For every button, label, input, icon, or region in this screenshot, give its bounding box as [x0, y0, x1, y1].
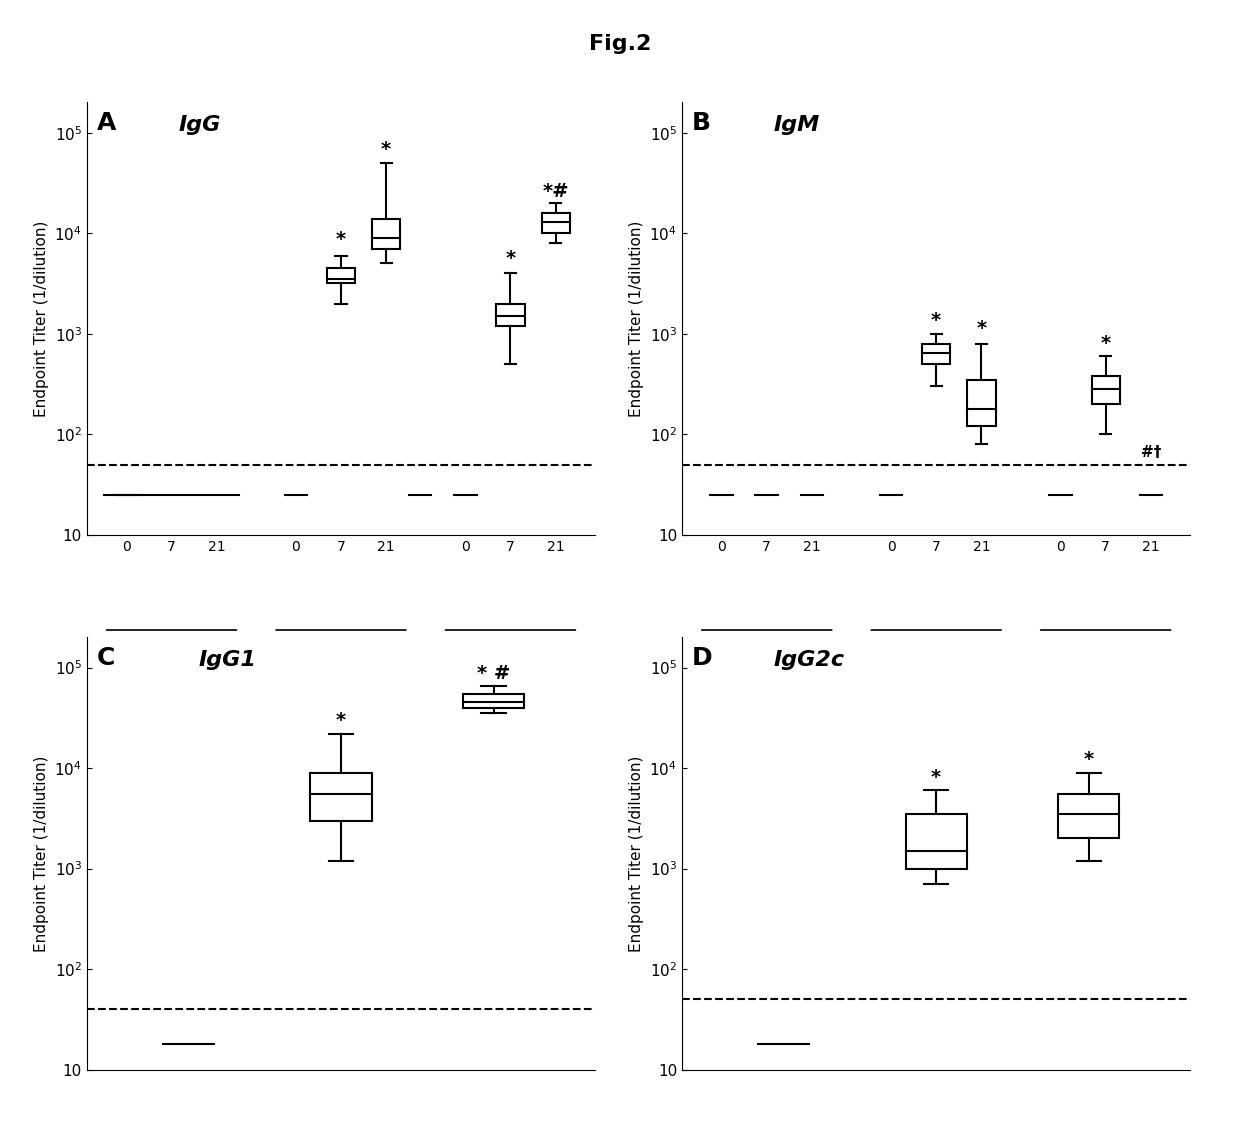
Text: IB010
Vaccine: IB010 Vaccine [1079, 699, 1132, 729]
Text: C: C [97, 646, 115, 670]
Text: * #: * # [477, 665, 510, 683]
Bar [327, 269, 355, 283]
Text: *: * [336, 230, 346, 249]
Bar [542, 213, 569, 233]
Text: ATCC
19606
Vaccine: ATCC 19606 Vaccine [314, 699, 368, 745]
Text: *: * [931, 311, 941, 330]
Y-axis label: Endpoint Titer (1/dilution): Endpoint Titer (1/dilution) [33, 756, 48, 951]
Text: *: * [976, 320, 987, 338]
Y-axis label: Endpoint Titer (1/dilution): Endpoint Titer (1/dilution) [33, 221, 48, 417]
Text: *: * [381, 140, 392, 159]
Bar [310, 773, 372, 820]
Text: Adjuvant
Control: Adjuvant Control [140, 699, 202, 729]
Text: *: * [336, 711, 346, 729]
Bar [1058, 794, 1120, 839]
Text: IgG2c: IgG2c [774, 650, 844, 670]
Text: A: A [97, 112, 117, 135]
Text: IgM: IgM [774, 115, 820, 135]
Text: IgG1: IgG1 [198, 650, 257, 670]
Bar [1091, 376, 1120, 404]
Bar [372, 218, 401, 249]
Text: *: * [506, 249, 516, 269]
Text: D: D [692, 646, 713, 670]
Bar [463, 694, 525, 708]
Text: *#: *# [542, 182, 569, 200]
Text: B: B [692, 112, 712, 135]
Bar [967, 380, 996, 427]
Text: #†: #† [1141, 445, 1161, 461]
Bar [496, 304, 525, 325]
Text: IB010
Vaccine: IB010 Vaccine [484, 699, 537, 729]
Text: *: * [931, 768, 941, 786]
Y-axis label: Endpoint Titer (1/dilution): Endpoint Titer (1/dilution) [629, 221, 644, 417]
Text: *: * [1101, 333, 1111, 353]
Text: IgG: IgG [179, 115, 221, 135]
Text: ATCC
19606
Vaccine: ATCC 19606 Vaccine [909, 699, 963, 745]
Bar [905, 814, 967, 868]
Text: Adjuvant
Control: Adjuvant Control [735, 699, 797, 729]
Text: Fig.2: Fig.2 [589, 34, 651, 55]
Y-axis label: Endpoint Titer (1/dilution): Endpoint Titer (1/dilution) [629, 756, 644, 951]
Text: *: * [1084, 750, 1094, 769]
Bar [923, 344, 950, 364]
